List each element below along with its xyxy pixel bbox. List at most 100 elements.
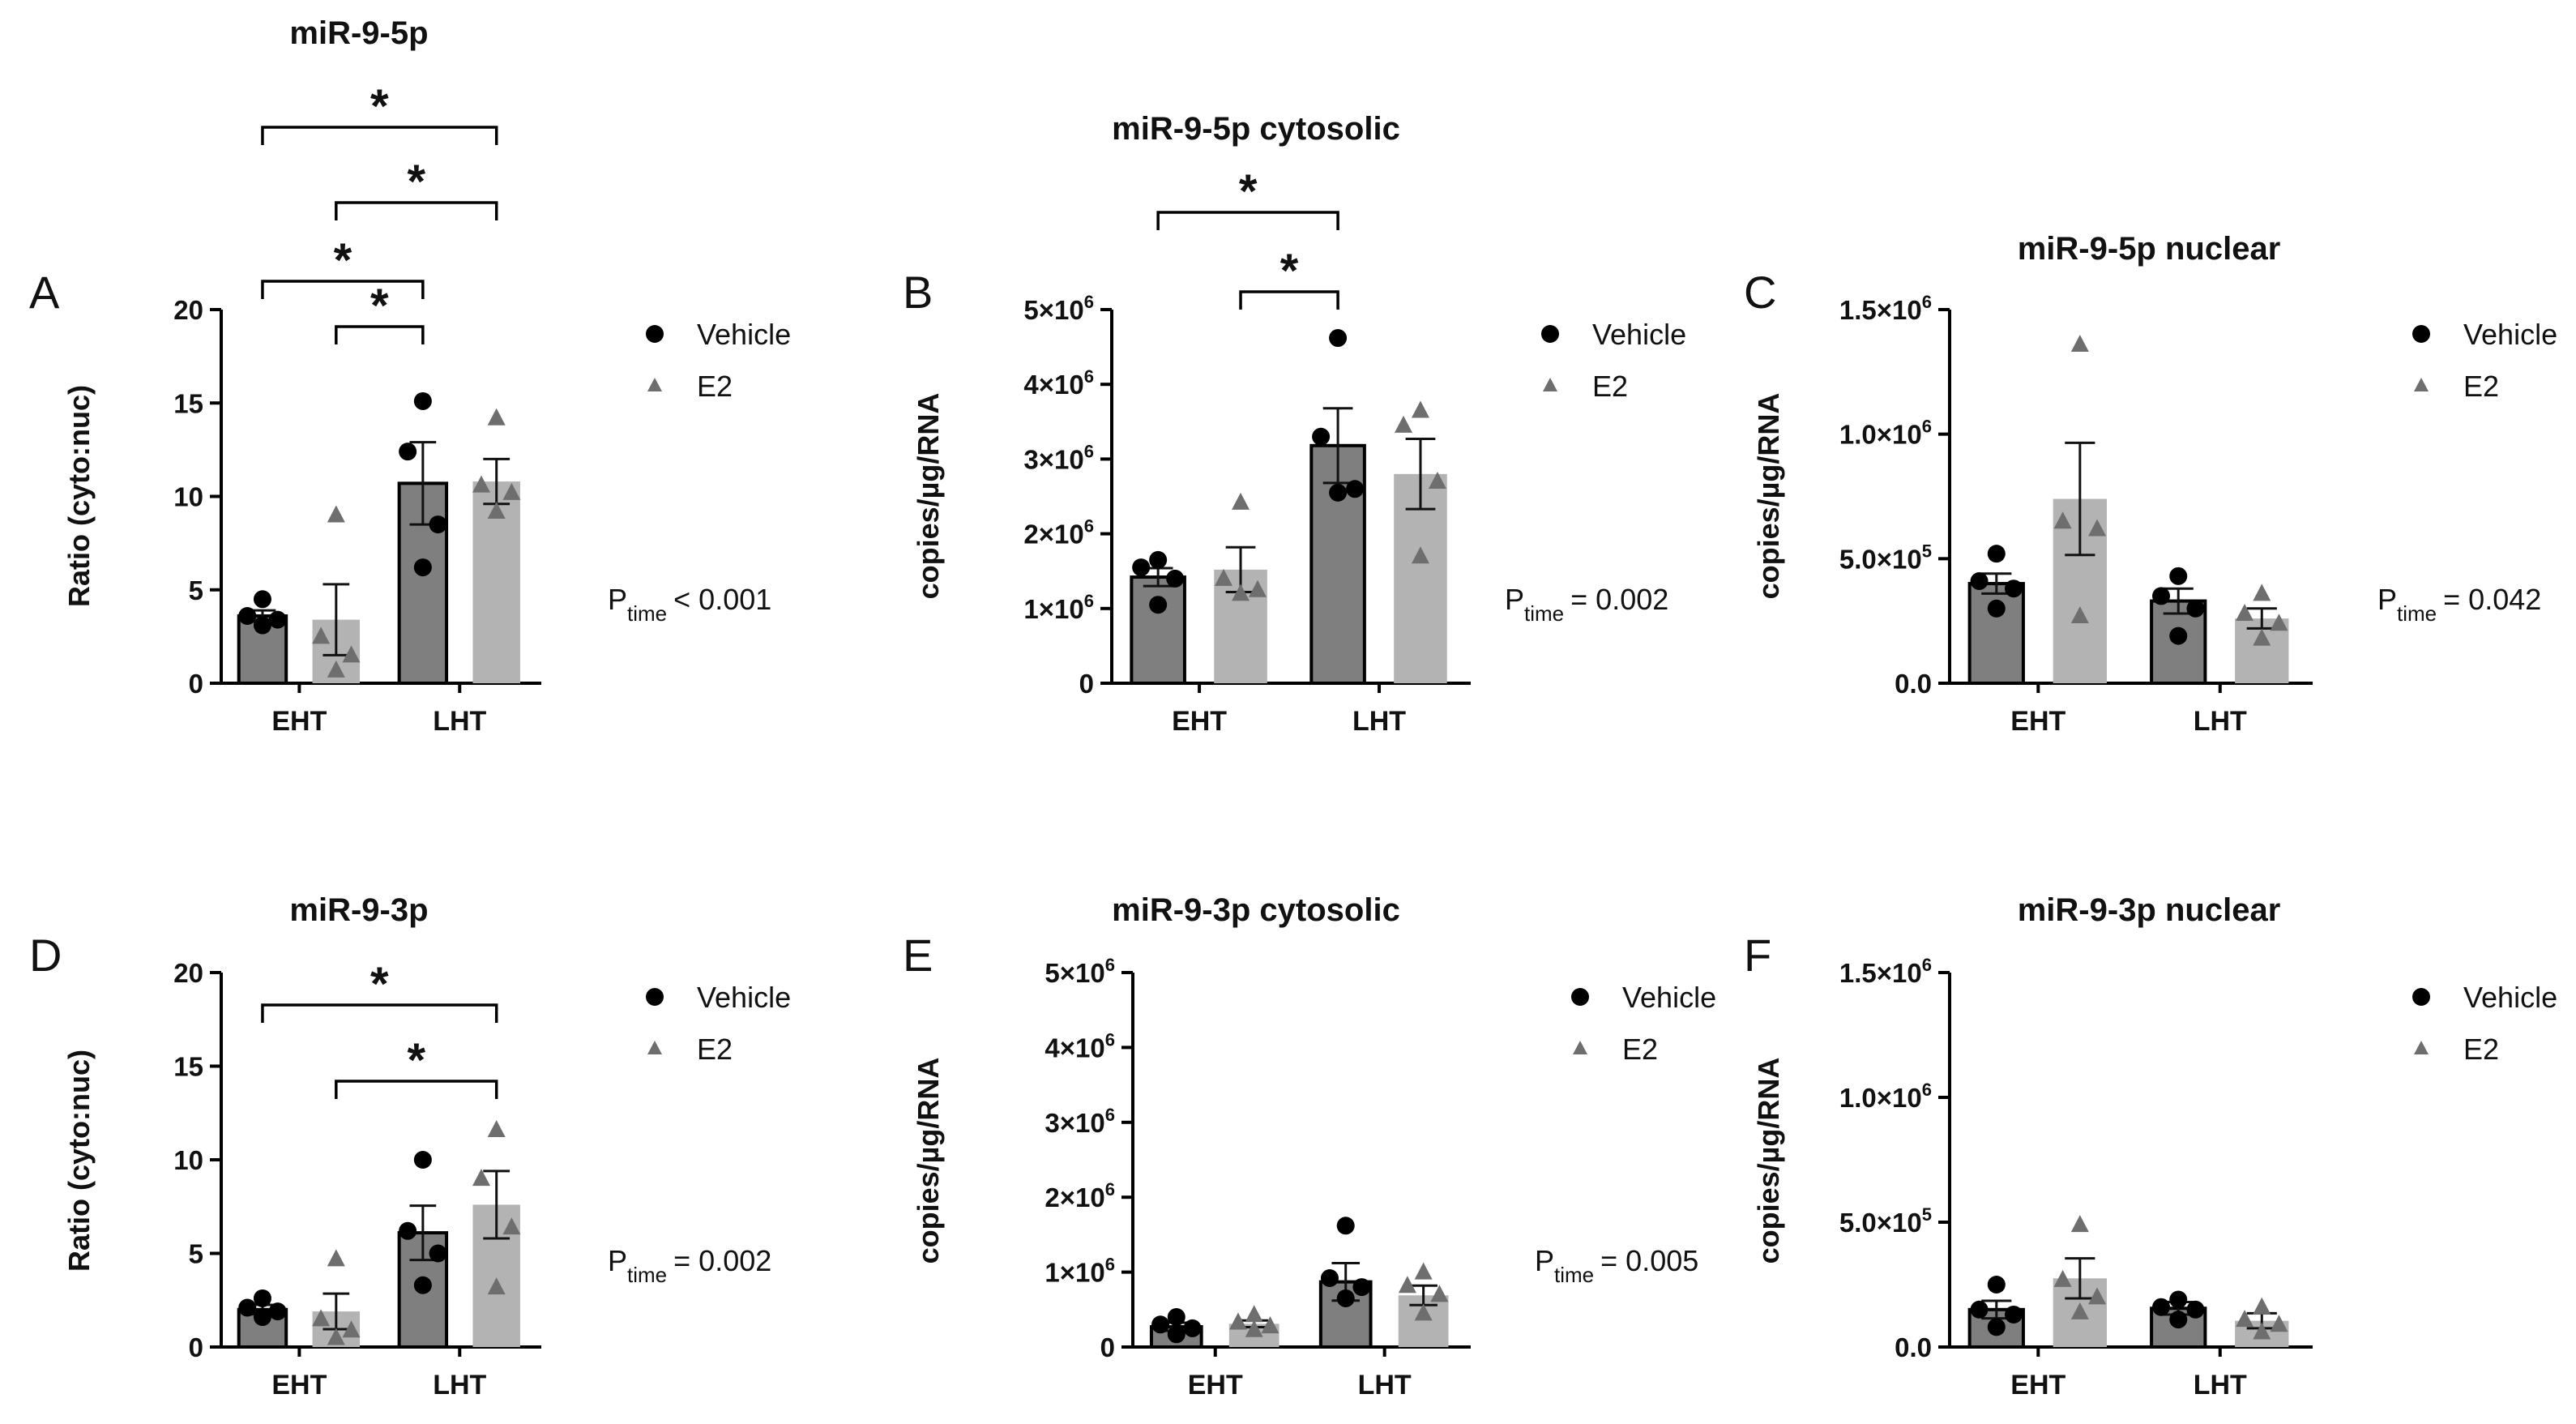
- e2-point: [342, 1320, 361, 1338]
- y-tick-exponent: 6: [1084, 366, 1094, 387]
- p-subscript: time: [2397, 601, 2437, 626]
- x-tick-label: LHT: [433, 706, 486, 737]
- e2-point: [2236, 1310, 2254, 1328]
- y-tick-label: 0.0: [1895, 669, 1932, 699]
- y-tick-label: 3×106: [1023, 441, 1094, 474]
- y-tick-label: 10: [173, 1145, 203, 1175]
- y-tick-label: 2×106: [1023, 516, 1094, 550]
- p-relation: = 0.042: [2443, 583, 2541, 616]
- vehicle-point: [399, 1221, 417, 1240]
- vehicle-point: [1346, 480, 1365, 498]
- y-tick-mantissa: 1.0×10: [1839, 1083, 1922, 1113]
- chart-title: miR-9-3p nuclear: [2018, 892, 2281, 928]
- y-axis-label: copies/µg/RNA: [912, 393, 945, 600]
- panel-letter: D: [29, 930, 62, 981]
- legend-e2-marker: [1573, 1041, 1587, 1054]
- significance-star: *: [370, 80, 389, 133]
- vehicle-point: [1987, 599, 2006, 618]
- vehicle-point: [1132, 558, 1151, 577]
- panel-letter: C: [1744, 267, 1776, 318]
- vehicle-point: [2152, 587, 2171, 605]
- y-tick-mantissa: 2×10: [1044, 1182, 1104, 1212]
- y-axis-label: copies/µg/RNA: [1752, 393, 1785, 600]
- e2-point: [2270, 1315, 2288, 1332]
- x-tick-label: EHT: [1172, 706, 1227, 737]
- e2-point: [1394, 415, 1412, 433]
- x-tick-label: EHT: [1188, 1370, 1243, 1400]
- vehicle-point: [1167, 1325, 1185, 1344]
- error-bar: [483, 1170, 511, 1240]
- p-relation: < 0.001: [673, 583, 771, 616]
- y-tick-mantissa: 1.0×10: [1839, 420, 1922, 450]
- y-tick-mantissa: 1.5×10: [1839, 958, 1922, 988]
- y-tick-label: 5: [189, 1239, 203, 1269]
- vehicle-point: [429, 515, 447, 534]
- e2-point: [2053, 511, 2072, 529]
- p-symbol: P: [1505, 583, 1524, 616]
- e2-point: [1414, 1262, 1433, 1280]
- p-relation: = 0.002: [1570, 583, 1668, 616]
- error-bar: [2065, 1257, 2095, 1300]
- vehicle-point: [1149, 596, 1168, 614]
- y-tick-mantissa: 1×10: [1023, 594, 1083, 624]
- panel-letter: E: [903, 930, 933, 981]
- y-tick-label: 4×106: [1044, 1029, 1115, 1063]
- e2-point: [472, 475, 490, 493]
- e2-point: [487, 501, 506, 519]
- e2-point: [327, 1328, 345, 1345]
- y-tick-exponent: 6: [1105, 1029, 1115, 1050]
- y-tick-label: 2×106: [1044, 1179, 1115, 1212]
- y-tick-label: 1.5×106: [1839, 292, 1932, 325]
- e2-point: [487, 1120, 506, 1138]
- p-relation: = 0.005: [1600, 1244, 1698, 1277]
- p-value-text: Ptime = 0.005: [1535, 1244, 1698, 1287]
- vehicle-point: [268, 610, 287, 629]
- legend-vehicle-marker: [646, 988, 664, 1006]
- vehicle-point: [1329, 483, 1348, 502]
- y-tick-mantissa: 20: [173, 295, 203, 325]
- y-tick-exponent: 6: [1084, 516, 1094, 537]
- e2-point: [1261, 1316, 1279, 1334]
- y-tick-exponent: 6: [1105, 1105, 1115, 1125]
- significance-star: *: [1280, 245, 1299, 297]
- y-tick-mantissa: 0: [1100, 1332, 1115, 1362]
- y-tick-exponent: 6: [1922, 292, 1932, 312]
- y-tick-exponent: 6: [1084, 292, 1094, 312]
- vehicle-point: [2186, 599, 2205, 618]
- legend-vehicle-marker: [646, 325, 664, 343]
- e2-point: [1411, 546, 1429, 564]
- vehicle-point: [1166, 569, 1185, 588]
- x-tick-label: EHT: [2010, 1370, 2065, 1400]
- significance-star: *: [334, 234, 352, 287]
- y-tick-mantissa: 1.5×10: [1839, 295, 1922, 325]
- error-bar: [323, 583, 350, 656]
- y-tick-mantissa: 0.0: [1895, 669, 1932, 699]
- y-tick-label: 5: [189, 575, 203, 605]
- panel-letter: A: [29, 267, 60, 318]
- e2-point: [2253, 1322, 2271, 1340]
- vehicle-point: [253, 590, 271, 609]
- legend-vehicle-label: Vehicle: [2463, 981, 2557, 1014]
- y-tick-exponent: 6: [1084, 441, 1094, 461]
- e2-point: [487, 1277, 506, 1295]
- y-tick-label: 1×106: [1044, 1255, 1115, 1288]
- vehicle-point: [2186, 1300, 2205, 1319]
- x-tick-label: EHT: [271, 706, 327, 737]
- x-tick-label: LHT: [2194, 706, 2247, 737]
- vehicle-point: [1329, 329, 1348, 348]
- legend-e2-label: E2: [2463, 1033, 2499, 1066]
- chart-title: miR-9-3p: [289, 892, 428, 928]
- y-tick-mantissa: 1×10: [1044, 1258, 1104, 1288]
- error-bar: [1322, 407, 1353, 485]
- e2-point: [327, 1249, 345, 1267]
- vehicle-point: [268, 1302, 287, 1321]
- vehicle-point: [253, 1308, 271, 1327]
- significance-star: *: [407, 156, 425, 208]
- legend-vehicle-label: Vehicle: [1622, 981, 1716, 1014]
- significance-bracket: [261, 1003, 498, 1023]
- x-tick-label: LHT: [2194, 1370, 2247, 1400]
- x-tick-label: EHT: [271, 1370, 327, 1400]
